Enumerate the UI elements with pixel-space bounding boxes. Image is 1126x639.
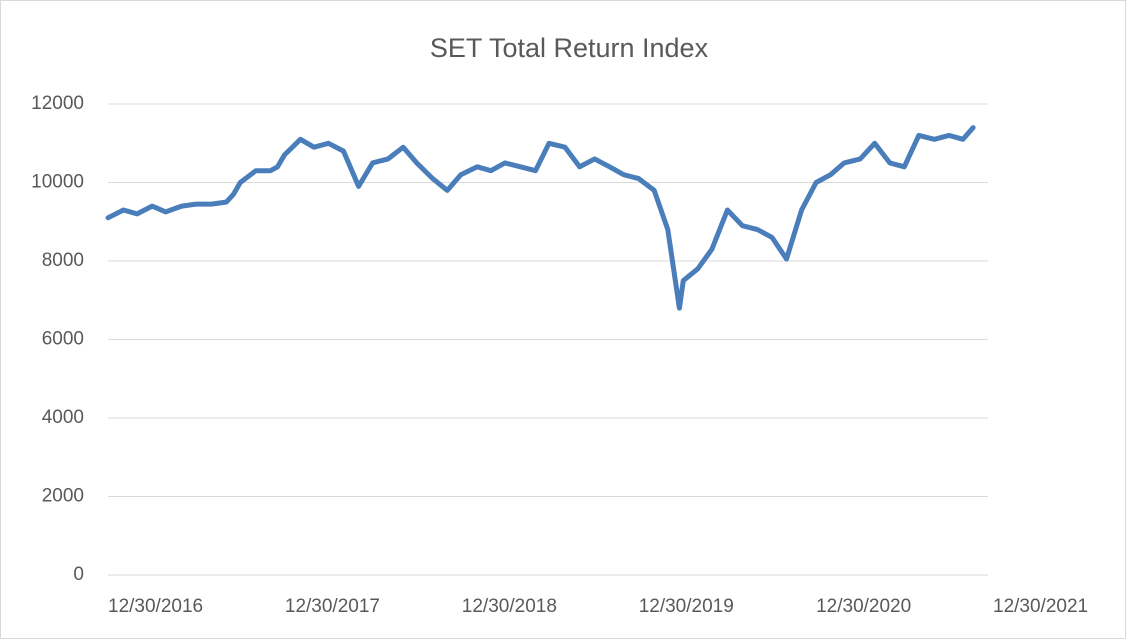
x-tick-label: 12/30/2016 (108, 596, 203, 617)
x-tick-label: 12/30/2018 (462, 596, 557, 617)
y-tick-label: 0 (73, 564, 84, 585)
x-tick-label: 12/30/2019 (639, 596, 734, 617)
chart-title: SET Total Return Index (430, 33, 709, 63)
line-series (105, 125, 976, 311)
x-tick-label: 12/30/2020 (816, 596, 911, 617)
y-tick-label: 6000 (42, 329, 84, 350)
x-tick-label: 12/30/2021 (993, 596, 1088, 617)
y-tick-label: 2000 (42, 486, 84, 507)
y-tick-label: 4000 (42, 407, 84, 428)
y-tick-label: 10000 (31, 172, 84, 193)
y-tick-label: 12000 (31, 93, 84, 114)
y-tick-label: 8000 (42, 250, 84, 271)
x-tick-label: 12/30/2017 (285, 596, 380, 617)
